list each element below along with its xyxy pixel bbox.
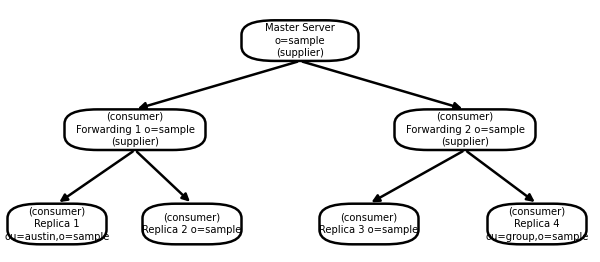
FancyBboxPatch shape — [320, 204, 419, 244]
Text: (consumer)
Replica 4
ou=group,o=sample: (consumer) Replica 4 ou=group,o=sample — [485, 206, 589, 242]
FancyBboxPatch shape — [395, 110, 536, 150]
Text: Master Server
o=sample
(supplier): Master Server o=sample (supplier) — [265, 23, 335, 58]
FancyBboxPatch shape — [143, 204, 241, 244]
Text: (consumer)
Replica 2 o=sample: (consumer) Replica 2 o=sample — [142, 212, 242, 236]
Text: (consumer)
Replica 1
ou=austin,o=sample: (consumer) Replica 1 ou=austin,o=sample — [4, 206, 110, 242]
Text: (consumer)
Forwarding 2 o=sample
(supplier): (consumer) Forwarding 2 o=sample (suppli… — [406, 112, 524, 148]
Text: (consumer)
Replica 3 o=sample: (consumer) Replica 3 o=sample — [319, 212, 419, 236]
FancyBboxPatch shape — [7, 204, 107, 244]
FancyBboxPatch shape — [241, 20, 358, 61]
FancyBboxPatch shape — [65, 110, 206, 150]
Text: (consumer)
Forwarding 1 o=sample
(supplier): (consumer) Forwarding 1 o=sample (suppli… — [76, 112, 194, 148]
FancyBboxPatch shape — [487, 204, 587, 244]
